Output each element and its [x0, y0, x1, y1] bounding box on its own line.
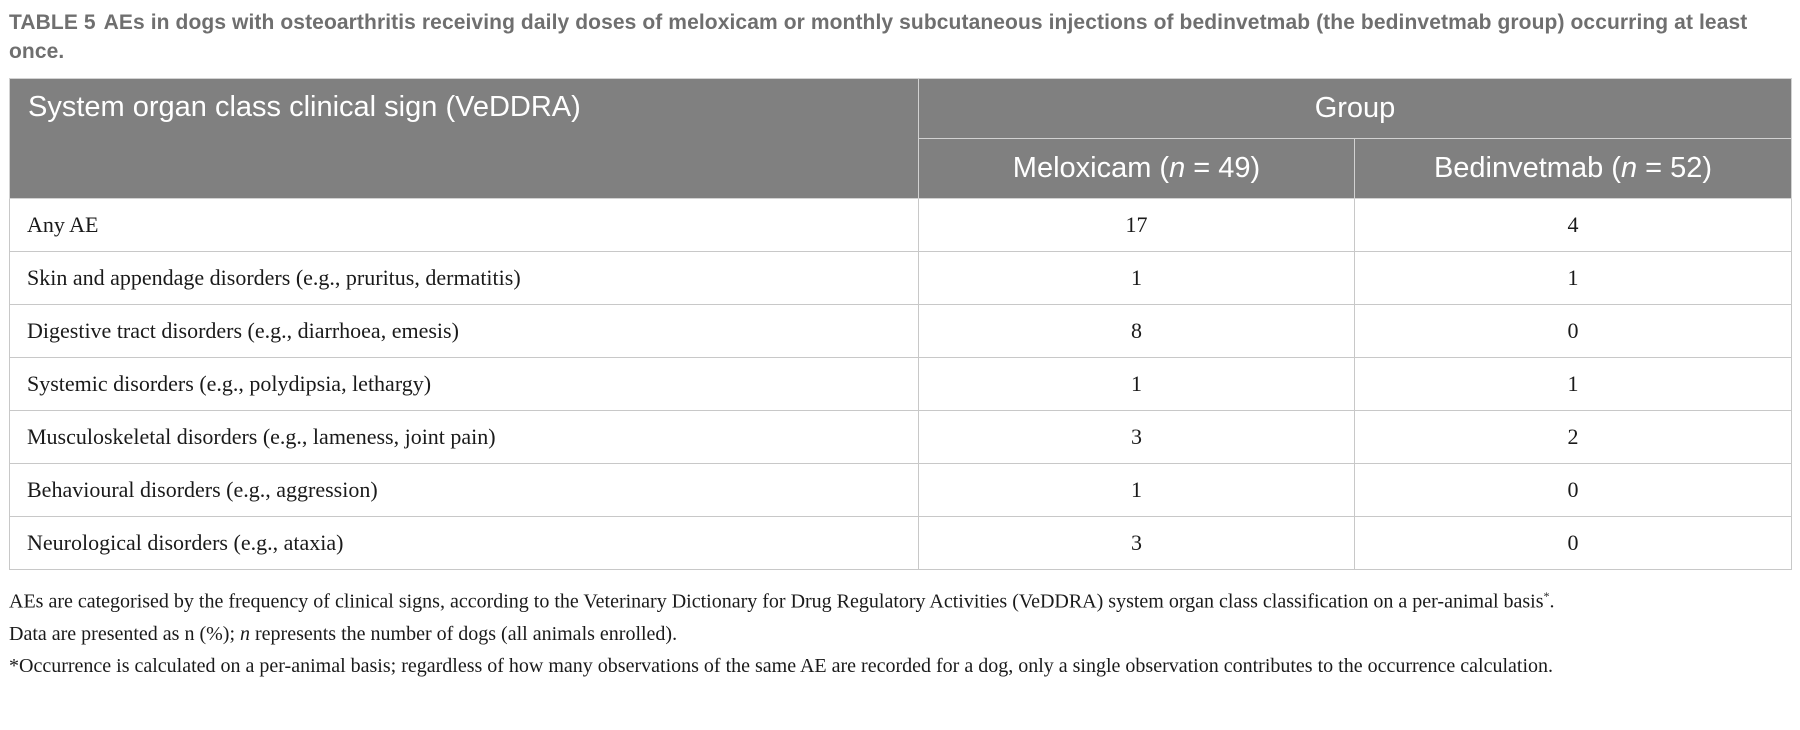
row-label: Behavioural disorders (e.g., aggression): [9, 463, 919, 517]
footnote-veddra-period: .: [1549, 590, 1555, 613]
bedinvetmab-count: 4: [1353, 198, 1793, 252]
meloxicam-count: 1: [918, 357, 1355, 411]
footnote-data-format-post: represents the number of dogs (all anima…: [250, 622, 678, 645]
footnote-data-format: Data are presented as n (%); n represent…: [9, 618, 1791, 650]
row-label: Any AE: [9, 198, 919, 252]
header-meloxicam-n-value: = 49): [1185, 152, 1261, 184]
table-row: Any AE 17 4: [9, 198, 1793, 252]
table-caption: TABLE 5 AEs in dogs with osteoarthritis r…: [9, 8, 1791, 66]
table-label: TABLE 5: [9, 11, 96, 34]
bedinvetmab-count: 1: [1353, 251, 1793, 305]
table-row: Neurological disorders (e.g., ataxia) 3 …: [9, 516, 1793, 570]
header-row-2: Meloxicam (n = 49) Bedinvetmab (n = 52): [10, 138, 1793, 199]
row-label: Neurological disorders (e.g., ataxia): [9, 516, 919, 570]
meloxicam-count: 17: [918, 198, 1355, 252]
header-bedinvetmab: Bedinvetmab (n = 52): [1353, 138, 1793, 199]
meloxicam-count: 8: [918, 304, 1355, 358]
meloxicam-count: 3: [918, 410, 1355, 464]
header-bedinvetmab-name: Bedinvetmab: [1433, 152, 1604, 184]
footnote-n-symbol: n: [240, 622, 250, 645]
table-row: Skin and appendage disorders (e.g., prur…: [9, 251, 1793, 305]
bedinvetmab-count: 0: [1353, 516, 1793, 570]
header-system-organ-class: System organ class clinical sign (VeDDRA…: [9, 78, 919, 199]
row-label: Musculoskeletal disorders (e.g., lamenes…: [9, 410, 919, 464]
header-bedinvetmab-n-symbol: n: [1620, 152, 1638, 184]
header-meloxicam-name: Meloxicam: [1012, 152, 1152, 184]
bedinvetmab-count: 0: [1353, 304, 1793, 358]
footnote-asterisk-mark: *: [1543, 589, 1550, 603]
table-footnotes: AEs are categorised by the frequency of …: [9, 580, 1791, 682]
row-label: Systemic disorders (e.g., polydipsia, le…: [9, 357, 919, 411]
caption-text: AEs in dogs with osteoarthritis receivin…: [9, 11, 1748, 63]
meloxicam-count: 1: [918, 251, 1355, 305]
meloxicam-count: 3: [918, 516, 1355, 570]
table-row: Behavioural disorders (e.g., aggression)…: [9, 463, 1793, 517]
footnote-veddra: AEs are categorised by the frequency of …: [9, 580, 1791, 618]
bedinvetmab-count: 1: [1353, 357, 1793, 411]
row-label: Digestive tract disorders (e.g., diarrho…: [9, 304, 919, 358]
document-page: TABLE 5 AEs in dogs with osteoarthritis r…: [9, 8, 1793, 682]
footnote-data-format-pre: Data are presented as n (%);: [9, 622, 240, 645]
header-meloxicam: Meloxicam (n = 49): [918, 138, 1355, 199]
bedinvetmab-count: 2: [1353, 410, 1793, 464]
table-row: Musculoskeletal disorders (e.g., lamenes…: [9, 410, 1793, 464]
meloxicam-count: 1: [918, 463, 1355, 517]
table-row: Systemic disorders (e.g., polydipsia, le…: [9, 357, 1793, 411]
header-group: Group: [917, 78, 1793, 139]
table-row: Digestive tract disorders (e.g., diarrho…: [9, 304, 1793, 358]
header-bedinvetmab-n-value: = 52): [1637, 152, 1713, 184]
footnote-veddra-text: AEs are categorised by the frequency of …: [9, 590, 1544, 613]
ae-table: System organ class clinical sign (VeDDRA…: [9, 78, 1793, 570]
bedinvetmab-count: 0: [1353, 463, 1793, 517]
header-meloxicam-n-symbol: n: [1169, 152, 1186, 184]
header-row-1: System organ class clinical sign (VeDDRA…: [9, 78, 1793, 199]
row-label: Skin and appendage disorders (e.g., prur…: [9, 251, 919, 305]
footnote-occurrence: *Occurrence is calculated on a per-anima…: [9, 654, 1554, 677]
